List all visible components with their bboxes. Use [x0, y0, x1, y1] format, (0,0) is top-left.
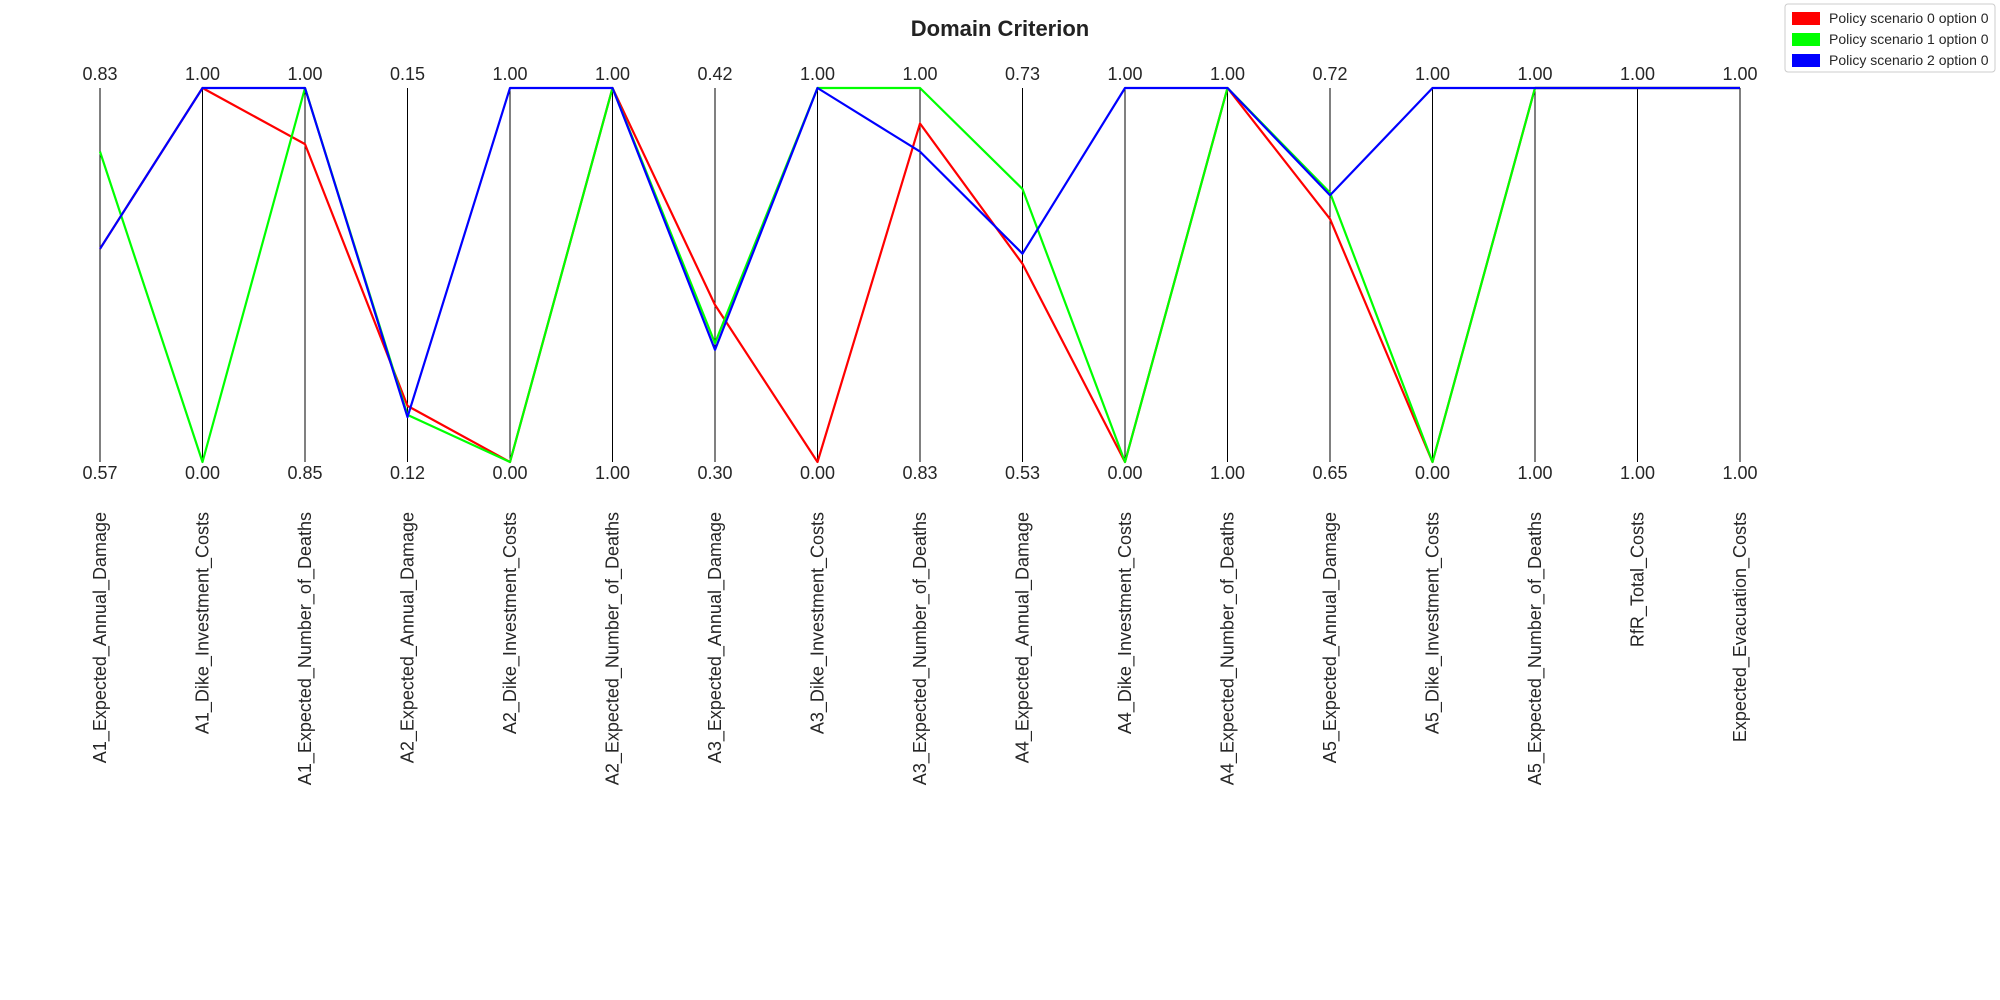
tick-label-bottom: 1.00 [595, 463, 630, 483]
axis-label: A1_Dike_Investment_Costs [193, 512, 214, 734]
tick-label-top: 0.15 [390, 64, 425, 84]
tick-label-bottom: 0.00 [1415, 463, 1450, 483]
axis-label: Expected_Evacuation_Costs [1730, 512, 1751, 742]
legend-entry: Policy scenario 1 option 0 [1829, 31, 1989, 47]
tick-label-bottom: 0.57 [82, 463, 117, 483]
axis-label: A3_Expected_Number_of_Deaths [910, 512, 931, 785]
tick-label-top: 1.00 [1722, 64, 1757, 84]
tick-label-top: 1.00 [287, 64, 322, 84]
legend-swatch [1792, 54, 1820, 67]
tick-label-bottom: 1.00 [1620, 463, 1655, 483]
tick-label-top: 1.00 [1620, 64, 1655, 84]
tick-label-top: 1.00 [185, 64, 220, 84]
legend-frame [1784, 3, 1996, 73]
tick-label-top: 1.00 [1517, 64, 1552, 84]
axis-label: A3_Dike_Investment_Costs [808, 512, 829, 734]
series-lines [98, 86, 1740, 464]
axis-label: A1_Expected_Annual_Damage [90, 512, 111, 763]
tick-label-bottom: 0.00 [800, 463, 835, 483]
tick-label-bottom: 0.00 [492, 463, 527, 483]
tick-label-top: 1.00 [902, 64, 937, 84]
tick-label-bottom: 0.12 [390, 463, 425, 483]
tick-label-top: 0.42 [697, 64, 732, 84]
legend: Policy scenario 0 option 0 Policy scenari… [1784, 3, 1996, 73]
tick-label-bottom: 0.53 [1005, 463, 1040, 483]
tick-label-top: 1.00 [800, 64, 835, 84]
tick-label-bottom: 0.30 [697, 463, 732, 483]
axis-label: A3_Expected_Annual_Damage [705, 512, 726, 763]
series-line [99, 86, 1740, 419]
tick-label-bottom: 1.00 [1210, 463, 1245, 483]
legend-entry: Policy scenario 2 option 0 [1829, 52, 1989, 68]
tick-label-top: 1.00 [492, 64, 527, 84]
axes-layer [99, 88, 1741, 462]
tick-label-top: 1.00 [595, 64, 630, 84]
tick-label-bottom: 1.00 [1722, 463, 1757, 483]
axis-label: A1_Expected_Number_of_Deaths [295, 512, 316, 785]
axis-label: A5_Expected_Annual_Damage [1320, 512, 1341, 763]
chart-title: Domain Criterion [911, 16, 1089, 41]
legend-swatch [1792, 33, 1820, 46]
tick-label-top: 0.83 [82, 64, 117, 84]
tick-label-top: 0.73 [1005, 64, 1040, 84]
tick-labels: 0.83 0.57 1.00 0.00 1.00 0.85 0.15 0.12 1.00 0.00… [82, 64, 1757, 483]
axis-label: A5_Dike_Investment_Costs [1423, 512, 1444, 734]
legend-swatch [1792, 12, 1820, 25]
axis-label: A2_Expected_Number_of_Deaths [603, 512, 624, 785]
axis-label: A4_Dike_Investment_Costs [1115, 512, 1136, 734]
axis-label: A2_Dike_Investment_Costs [500, 512, 521, 734]
legend-entry: Policy scenario 0 option 0 [1829, 10, 1989, 26]
axis-label: A5_Expected_Number_of_Deaths [1525, 512, 1546, 785]
tick-label-bottom: 0.83 [902, 463, 937, 483]
axis-label: A4_Expected_Annual_Damage [1013, 512, 1034, 763]
tick-label-bottom: 1.00 [1517, 463, 1552, 483]
tick-label-top: 1.00 [1415, 64, 1450, 84]
tick-label-bottom: 0.00 [185, 463, 220, 483]
tick-label-bottom: 0.85 [287, 463, 322, 483]
tick-label-top: 1.00 [1107, 64, 1142, 84]
axis-label: RfR_Total_Costs [1628, 512, 1649, 647]
axis-label: A4_Expected_Number_of_Deaths [1218, 512, 1239, 785]
tick-label-top: 0.72 [1312, 64, 1347, 84]
axis-label: A2_Expected_Annual_Damage [398, 512, 419, 763]
tick-label-top: 1.00 [1210, 64, 1245, 84]
tick-label-bottom: 0.00 [1107, 463, 1142, 483]
tick-label-bottom: 0.65 [1312, 463, 1347, 483]
axis-labels: A1_Expected_Annual_Damage A1_Dike_Investm… [90, 512, 1751, 785]
